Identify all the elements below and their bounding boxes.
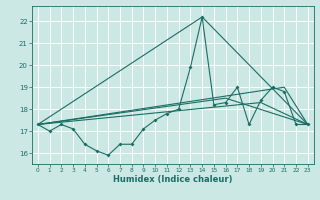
- X-axis label: Humidex (Indice chaleur): Humidex (Indice chaleur): [113, 175, 233, 184]
